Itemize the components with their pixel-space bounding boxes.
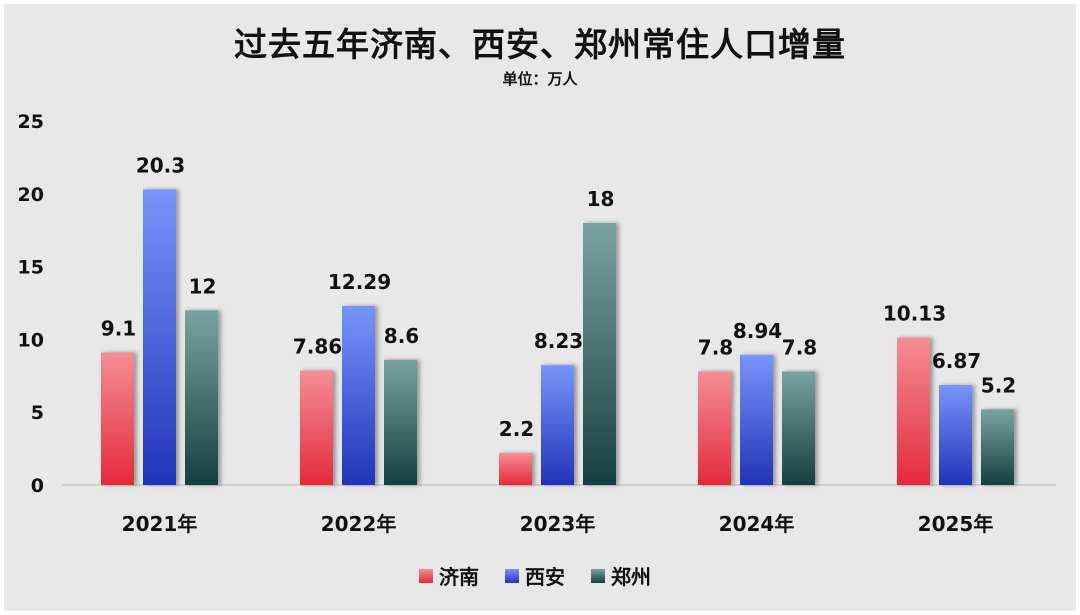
data-label: 12 [189,274,217,298]
legend-label-西安: 西安 [525,565,565,589]
bar-西安-2021年 [143,189,176,485]
bar-西安-2024年 [740,354,773,485]
bar-西安-2025年 [939,384,972,485]
x-category-label: 2023年 [520,512,596,536]
data-label: 8.6 [384,324,419,348]
y-tick-label: 15 [18,257,44,279]
legend-swatch-西安 [505,569,519,583]
bar-济南-2025年 [897,337,930,485]
x-category-label: 2022年 [321,512,397,536]
legend-swatch-济南 [419,569,433,583]
bar-西安-2023年 [541,365,574,485]
data-label: 8.23 [534,329,583,353]
data-label: 18 [587,187,615,211]
data-label: 7.8 [782,335,817,359]
bar-chart: 0 5 10 15 20 25 9.1 20.3 12 2021年 7.86 12.29 8.6 2022… [18,111,1056,589]
data-label: 8.94 [733,319,782,343]
bar-郑州-2024年 [782,371,815,485]
y-tick-label: 0 [31,475,44,497]
data-label: 5.2 [981,373,1016,397]
bar-郑州-2023年 [583,222,616,486]
legend-label-济南: 济南 [439,565,479,589]
bar-济南-2022年 [300,370,333,485]
data-label: 12.29 [328,270,391,294]
legend-swatch-郑州 [591,569,605,583]
bar-济南-2021年 [101,352,134,485]
bar-西安-2022年 [342,306,375,485]
y-tick-label: 25 [18,111,44,133]
data-label: 20.3 [136,153,185,177]
chart-subtitle: 单位：万人 [502,70,578,88]
bar-郑州-2021年 [185,310,218,485]
x-category-label: 2024年 [719,512,795,536]
data-label: 9.1 [101,317,136,341]
bar-济南-2023年 [499,452,532,485]
bar-郑州-2022年 [384,359,417,485]
data-label: 10.13 [883,302,946,326]
chart-title: 过去五年济南、西安、郑州常住人口增量 [234,25,846,64]
y-tick-label: 20 [18,184,44,206]
y-tick-label: 5 [31,402,44,424]
y-tick-label: 10 [18,329,44,351]
data-label: 7.8 [698,335,733,359]
data-label: 7.86 [293,335,342,359]
data-label: 6.87 [932,349,981,373]
x-category-label: 2021年 [122,512,198,536]
bar-济南-2024年 [698,371,731,485]
data-label: 2.2 [499,417,534,441]
legend-label-郑州: 郑州 [611,565,651,589]
x-category-label: 2025年 [918,512,994,536]
bar-郑州-2025年 [981,409,1014,485]
chart-frame: 过去五年济南、西安、郑州常住人口增量 单位：万人 0 5 10 15 20 25 9.1 20… [4,4,1076,611]
